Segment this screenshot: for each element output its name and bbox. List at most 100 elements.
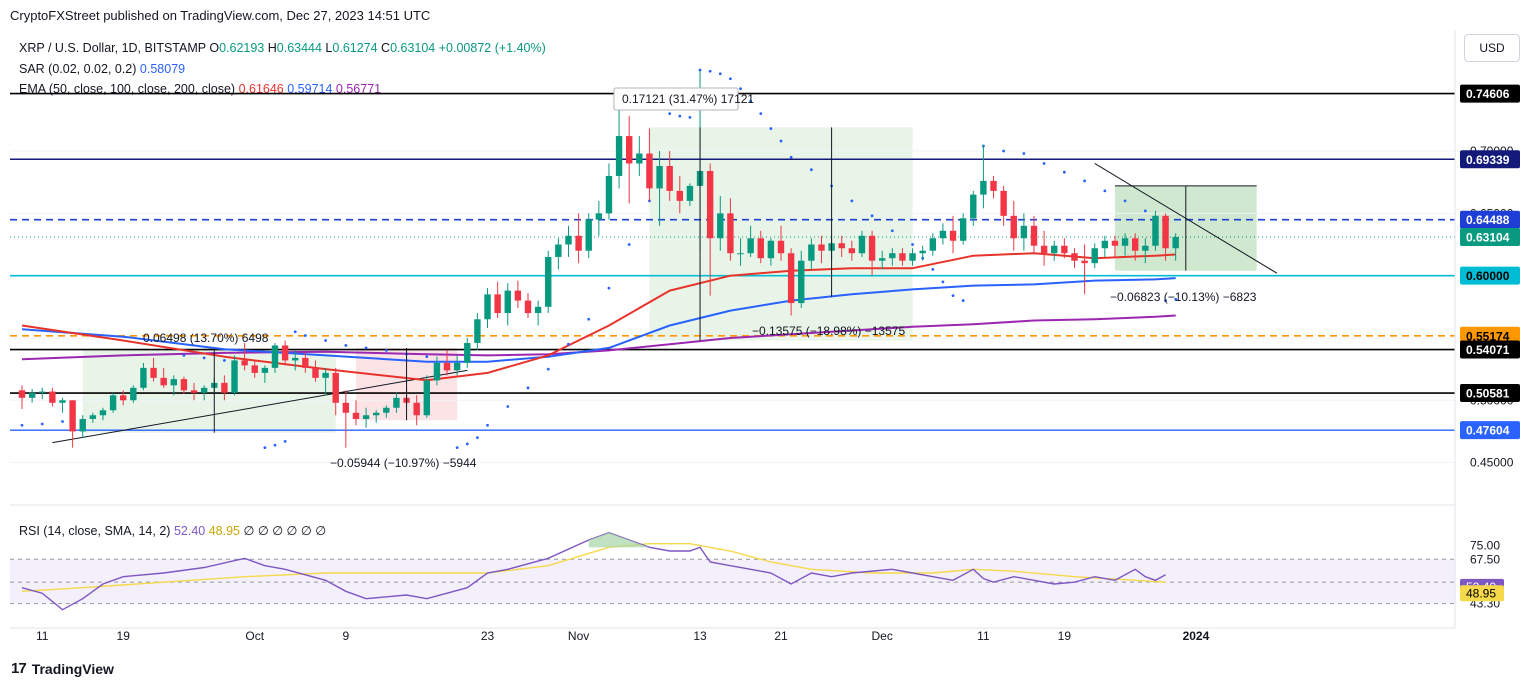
sar-dot — [486, 423, 489, 427]
candle-body — [140, 367, 147, 388]
rsi-extra-values: ∅ ∅ ∅ ∅ ∅ ∅ — [243, 524, 327, 538]
candle-body — [818, 244, 825, 251]
candle-body — [200, 387, 208, 393]
candle-body — [1152, 215, 1159, 246]
candle — [190, 382, 198, 401]
sar-dot — [303, 334, 307, 337]
candle — [433, 356, 441, 386]
candle — [312, 360, 319, 382]
ohlc-key: C — [377, 41, 391, 55]
candle-body — [312, 367, 319, 378]
currency-button[interactable]: USD — [1464, 34, 1520, 62]
candle-body — [1010, 215, 1017, 239]
candle — [1081, 244, 1088, 295]
x-tick-label: 21 — [774, 629, 788, 643]
candle-body — [99, 410, 107, 416]
brand-name: TradingView — [31, 660, 114, 677]
sar-dot — [688, 115, 692, 119]
candle — [767, 238, 775, 266]
y-tick-label: 0.45000 — [1470, 456, 1514, 470]
candle — [970, 190, 977, 226]
candle — [747, 225, 754, 257]
publisher-line: CryptoFXStreet published on TradingView.… — [10, 8, 431, 23]
measurement-zone — [82, 350, 336, 433]
candle — [241, 342, 248, 371]
candle — [393, 392, 400, 413]
candle — [292, 350, 299, 371]
candle-body — [1132, 238, 1139, 251]
ascending-trendline — [52, 369, 468, 444]
candle-body — [362, 415, 370, 419]
sar-dot — [668, 112, 672, 116]
ohlc-value: 0.61274 — [332, 41, 378, 55]
candle-body — [808, 244, 815, 261]
candle — [79, 415, 86, 438]
candle-body — [433, 362, 441, 381]
candle-body — [1071, 253, 1078, 261]
candle-body — [524, 300, 532, 314]
candle — [879, 250, 886, 270]
candle — [676, 175, 683, 214]
sar-dot — [1164, 299, 1167, 302]
candle — [281, 340, 289, 366]
candle-body — [28, 392, 36, 398]
candle — [626, 116, 633, 204]
candle — [49, 387, 56, 407]
candle — [575, 213, 582, 264]
price-tags: 0.74606 0.69339 0.64488 0.63104 0.60000 0.551… — [1460, 84, 1520, 602]
candle-body — [555, 244, 562, 257]
candle-body — [1142, 245, 1149, 251]
candle — [39, 387, 46, 400]
candle-body — [879, 258, 886, 261]
price-tag-label: 0.63104 — [1466, 230, 1510, 244]
candle-body — [1111, 240, 1119, 246]
candle-body — [868, 235, 876, 261]
candle — [251, 360, 258, 378]
candle — [1071, 248, 1078, 269]
candle-body — [150, 367, 157, 378]
candle-body — [453, 362, 461, 371]
candle-body — [646, 153, 653, 189]
symbol-name: XRP / U.S. Dollar, 1D, BITSTAMP — [19, 41, 206, 55]
candle-body — [990, 180, 997, 191]
rsi-tick-label: 75.00 — [1470, 539, 1500, 553]
candle-body — [1020, 225, 1028, 239]
ohlc-value: 0.62193 — [219, 41, 265, 55]
x-tick-label: 9 — [342, 629, 349, 643]
candle — [717, 195, 724, 251]
candle-body — [1061, 245, 1068, 254]
candle-body — [514, 290, 522, 301]
candle-body — [190, 390, 198, 393]
sar-dot — [951, 294, 955, 297]
price-tag-label: 0.54071 — [1466, 343, 1510, 357]
sar-dot — [870, 214, 874, 218]
candle-body — [1091, 248, 1098, 264]
candle-body — [1172, 237, 1179, 249]
candle — [332, 367, 339, 416]
candle — [646, 128, 653, 201]
candle — [150, 357, 157, 382]
price-tag — [1460, 384, 1520, 403]
candle-body — [504, 290, 511, 314]
candle-body — [838, 243, 845, 249]
candle-body — [545, 256, 552, 307]
candle-body — [352, 412, 360, 419]
sar-dot — [941, 280, 945, 284]
price-tag-label: 0.74606 — [1466, 87, 1510, 101]
candle — [615, 107, 623, 189]
candle — [727, 198, 734, 261]
sar-dot — [587, 317, 591, 321]
candle — [1162, 213, 1169, 261]
candle — [1030, 215, 1038, 254]
brand-footer: 17 TradingView — [11, 660, 114, 677]
candle — [423, 375, 430, 418]
candle-body — [919, 250, 926, 254]
candle-body — [787, 253, 795, 304]
candles — [18, 70, 1179, 448]
candle-body — [706, 170, 714, 239]
sar-dot — [61, 420, 64, 423]
candle — [231, 355, 238, 396]
candle — [494, 281, 501, 319]
measure-label: −0.13575 (−18.98%) −13575 — [752, 324, 905, 338]
